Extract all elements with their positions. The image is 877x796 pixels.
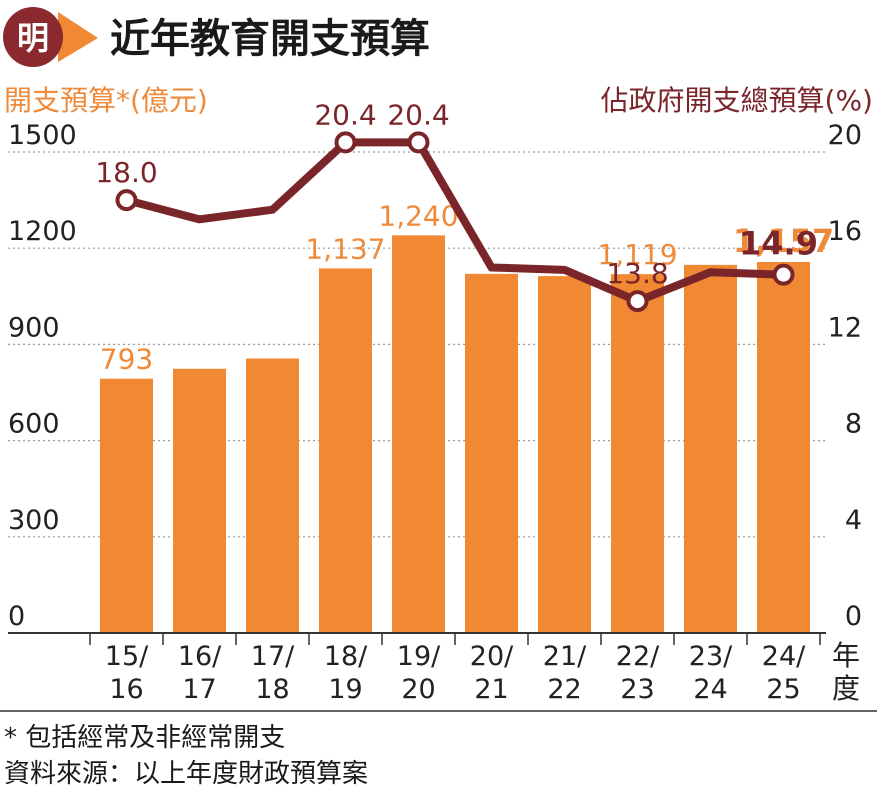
bar-data-label: 1,119: [597, 238, 677, 271]
bar-data-label: 1,240: [378, 199, 458, 232]
line-marker: [626, 290, 649, 313]
bar: [392, 235, 445, 633]
bar: [684, 264, 737, 633]
right-tick-label: 12: [828, 312, 862, 343]
x-tick-label-top: 21/: [543, 641, 587, 672]
line-marker: [772, 263, 795, 286]
line-data-label: 18.0: [95, 156, 157, 189]
logo-circle: [3, 7, 63, 67]
x-axis-labels: 15/16 16/17 17/18 18/19 19/20 20/21 21/22 22/23…: [105, 641, 806, 705]
bar: [465, 273, 518, 633]
chart-title: 近年教育開支預算: [110, 16, 430, 62]
right-tick-label: 16: [828, 216, 862, 247]
x-unit-label-bottom: 度: [832, 672, 860, 705]
bar: [757, 261, 810, 633]
x-tick-label-bottom: 22: [547, 674, 581, 705]
footnote-note: * 包括經常及非經常開支: [4, 723, 285, 753]
right-tick-label: 8: [845, 409, 862, 440]
x-tick-label-top: 24/: [762, 641, 806, 672]
left-tick-label: 300: [8, 505, 60, 536]
bar: [100, 378, 153, 633]
bar-series: [100, 235, 810, 633]
logo-text: 明: [17, 19, 49, 57]
right-tick-label: 4: [845, 505, 862, 536]
line-data-label: 20.4: [387, 98, 449, 131]
right-tick-label: 0: [845, 601, 862, 632]
line-path: [122, 138, 788, 306]
left-tick-label: 0: [8, 601, 25, 632]
left-tick-label: 900: [8, 312, 60, 343]
x-tick-label-top: 15/: [105, 641, 149, 672]
x-tick-label-top: 16/: [178, 641, 222, 672]
x-tick-label-top: 18/: [324, 641, 368, 672]
left-tick-label: 600: [8, 409, 60, 440]
header-band: [0, 0, 877, 4]
line-data-label: 13.8: [606, 257, 668, 290]
x-unit-label-top: 年: [832, 639, 860, 672]
logo-accent-shape: [58, 12, 98, 62]
line-marker: [115, 189, 138, 212]
left-tick-label: 1500: [8, 120, 77, 151]
x-tick-label-top: 17/: [251, 641, 295, 672]
line-series: [115, 131, 795, 313]
x-tick-label-bottom: 18: [255, 674, 289, 705]
bar: [611, 274, 664, 633]
line-data-label: 14.9: [739, 225, 818, 263]
x-tick-label-bottom: 25: [766, 674, 800, 705]
left-axis-ticks: 0 300 600 900 1200 1500: [8, 120, 77, 632]
x-tick-label-bottom: 24: [693, 674, 727, 705]
bar: [173, 368, 226, 633]
x-tick-label-bottom: 20: [401, 674, 435, 705]
x-tick-label-top: 19/: [397, 641, 441, 672]
x-tick-label-bottom: 21: [474, 674, 508, 705]
bar-data-label: 1,137: [305, 232, 385, 265]
line-data-labels: 18.0 20.4 20.4 13.8 14.9: [95, 98, 818, 290]
right-axis-ticks: 0 4 8 12 16 20: [828, 120, 862, 632]
x-tick-label-bottom: 23: [620, 674, 654, 705]
x-tick-label-bottom: 16: [109, 674, 143, 705]
x-tick-label-bottom: 17: [182, 674, 216, 705]
bar-data-label: 1,157: [733, 222, 834, 260]
right-axis-label: 佔政府開支總預算(%): [601, 84, 873, 117]
bar: [319, 268, 372, 633]
line-marker: [334, 131, 357, 154]
bar: [246, 358, 299, 633]
x-tick-label-bottom: 19: [328, 674, 362, 705]
line-marker: [407, 131, 430, 154]
footnote-source: 資料來源：以上年度財政預算案: [4, 759, 368, 789]
line-data-label: 20.4: [314, 98, 376, 131]
x-tick-label-top: 22/: [616, 641, 660, 672]
left-axis-label: 開支預算*(億元): [4, 84, 208, 117]
header: 明 近年教育開支預算: [0, 0, 877, 67]
bar: [538, 276, 591, 633]
bar-data-label: 793: [100, 343, 153, 376]
left-tick-label: 1200: [8, 216, 77, 247]
x-tick-label-top: 20/: [470, 641, 514, 672]
x-tick-label-top: 23/: [689, 641, 733, 672]
x-axis-ticks: [89, 633, 821, 645]
right-tick-label: 20: [828, 120, 862, 151]
